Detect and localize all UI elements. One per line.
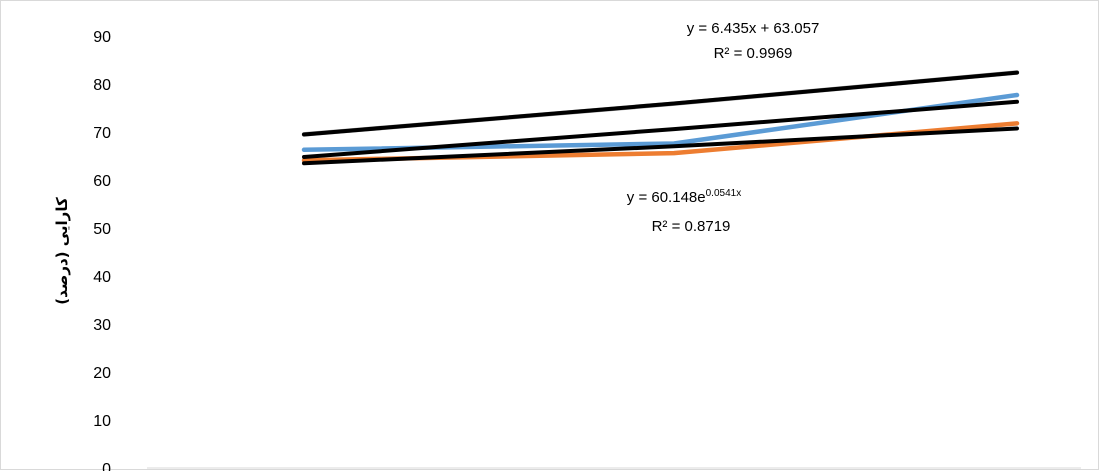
y-tick-label: 40 (93, 269, 111, 286)
exp-trend-r2: R² = 0.8719 (652, 218, 731, 235)
y-axis-label: کارایی (درصد) (53, 197, 71, 305)
trendline-3-exponential (302, 126, 1019, 166)
linear-trend-equation: y = 6.435x + 63.057 (687, 20, 820, 37)
exp-trend-equation-exponent: 0.0541x (706, 188, 742, 199)
y-tick-label: 0 (102, 461, 111, 471)
y-tick-label: 90 (93, 29, 111, 46)
y-tick-label: 50 (93, 221, 111, 238)
y-tick-label: 30 (93, 317, 111, 334)
y-tick-label: 10 (93, 413, 111, 430)
y-tick-label: 60 (93, 173, 111, 190)
trendline-layer (302, 70, 1019, 166)
y-tick-label: 20 (93, 365, 111, 382)
exp-trend-equation-base: y = 60.148e (627, 189, 706, 206)
y-tick-label: 70 (93, 125, 111, 142)
linear-trend-r2: R² = 0.9969 (714, 45, 793, 62)
exp-trend-equation: y = 60.148e0.0541x (627, 188, 741, 206)
trendline-1-linear (302, 70, 1019, 137)
y-tick-label: 80 (93, 77, 111, 94)
y-axis: 0 10 20 30 40 50 60 70 80 90 (93, 29, 111, 471)
trendline-2-linear (302, 99, 1019, 159)
